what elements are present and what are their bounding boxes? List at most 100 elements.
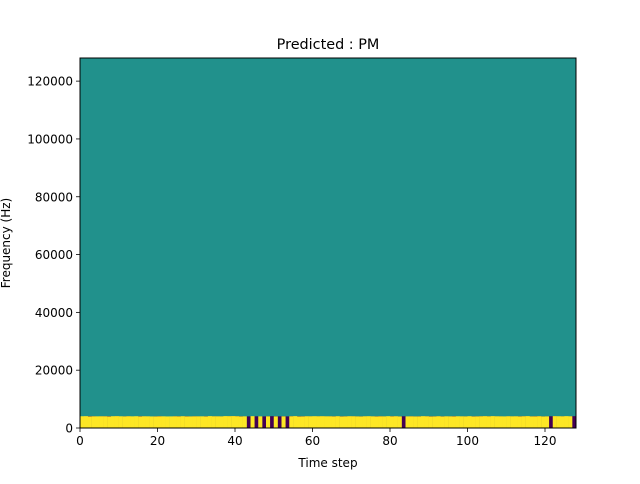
heatmap-cell-high (122, 416, 127, 429)
heatmap-cell-high (517, 416, 522, 429)
plot-area (80, 58, 576, 428)
heatmap-cell-high (188, 416, 193, 429)
chart-title: Predicted : PM (277, 37, 380, 53)
heatmap-cell-high (452, 416, 457, 429)
heatmap-cell-high (126, 416, 131, 428)
heatmap-cell-low (401, 416, 406, 429)
heatmap-cell-high (238, 416, 243, 429)
heatmap-cell-low (548, 416, 553, 429)
heatmap-cell-high (448, 416, 453, 429)
heatmap-cell-high (145, 416, 150, 429)
heatmap-cell-high (436, 416, 441, 428)
x-tick-label: 20 (150, 434, 165, 448)
heatmap-cell-high (300, 416, 305, 429)
heatmap-cell-high (118, 416, 123, 429)
x-tick-label: 60 (305, 434, 320, 448)
heatmap-cell-high (506, 416, 511, 428)
heatmap-cell-low (254, 416, 259, 429)
heatmap-cell-high (235, 416, 240, 428)
heatmap-cell-high (382, 416, 387, 429)
heatmap-cell-high (374, 416, 379, 429)
heatmap-cell-high (308, 416, 313, 429)
y-tick-label: 120000 (27, 75, 73, 89)
y-axis: 0 20000 40000 60000 80000 100000 120000 (27, 75, 80, 436)
heatmap-cell-high (362, 416, 367, 429)
heatmap-cell-high (227, 416, 232, 428)
heatmap-cell-high (463, 416, 468, 429)
heatmap-cell-high (471, 416, 476, 429)
heatmap-cell-high (413, 416, 418, 429)
heatmap-cell-high (432, 416, 437, 429)
x-tick-label: 100 (456, 434, 479, 448)
heatmap-cell-high (359, 416, 364, 429)
heatmap-cell-high (207, 416, 212, 428)
heatmap-cell-high (87, 416, 92, 429)
x-axis: 0 20 40 60 80 100 120 (76, 428, 556, 448)
heatmap-cell-high (455, 416, 460, 429)
heatmap-cell-high (428, 416, 433, 429)
heatmap-cell-high (204, 416, 209, 429)
heatmap-cell-high (161, 416, 166, 429)
heatmap-cell-high (281, 416, 286, 429)
heatmap-cell-high (405, 416, 410, 429)
heatmap-cell-high (409, 416, 414, 429)
heatmap-cell-high (111, 416, 116, 428)
heatmap-cell-high (324, 416, 329, 429)
heatmap-cell-high (211, 416, 216, 429)
heatmap-cell-high (176, 416, 181, 429)
heatmap-cell-high (250, 416, 255, 428)
heatmap-cell-high (149, 416, 154, 429)
heatmap-cell-high (424, 416, 429, 428)
heatmap-cell-high (103, 416, 108, 429)
heatmap-cell-high (293, 416, 298, 428)
heatmap-cell-high (173, 416, 178, 429)
x-axis-label: Time step (297, 456, 357, 470)
heatmap-cell-low (285, 416, 290, 429)
x-tick-label: 80 (382, 434, 397, 448)
heatmap-cell-high (370, 416, 375, 429)
heatmap-cell-high (568, 416, 573, 429)
heatmap-cell-high (95, 416, 100, 429)
heatmap-cells (80, 416, 577, 429)
heatmap-cell-high (134, 416, 139, 428)
heatmap-cell-high (223, 416, 228, 428)
heatmap-cell-low (246, 416, 251, 429)
x-tick-label: 40 (227, 434, 242, 448)
heatmap-cell-high (378, 416, 383, 429)
heatmap-cell-high (192, 416, 197, 429)
heatmap-cell-high (180, 416, 185, 428)
heatmap-cell-high (529, 416, 534, 429)
heatmap-cell-high (479, 416, 484, 428)
heatmap-cell-high (297, 416, 302, 429)
heatmap-cell-high (533, 416, 538, 429)
heatmap-cell-high (200, 416, 205, 429)
heatmap-cell-high (390, 416, 395, 429)
heatmap-cell-high (440, 416, 445, 429)
heatmap-cell-high (444, 416, 449, 429)
heatmap-cell-high (266, 416, 271, 429)
heatmap-cell-high (393, 416, 398, 428)
heatmap-cell-high (521, 416, 526, 428)
heatmap-cell-high (107, 416, 112, 429)
heatmap-cell-high (99, 416, 104, 428)
heatmap-cell-high (525, 416, 530, 428)
heatmap-cell-high (273, 416, 278, 429)
heatmap-cell-high (184, 416, 189, 429)
heatmap-cell-high (258, 416, 263, 429)
heatmap-cell-high (552, 416, 557, 428)
heatmap-cell-high (502, 416, 507, 429)
heatmap-cell-high (467, 416, 472, 428)
heatmap-cell-high (196, 416, 201, 429)
heatmap-cell-high (490, 416, 495, 428)
heatmap-cell-high (242, 416, 247, 429)
heatmap-cell-high (386, 416, 391, 428)
heatmap-cell-low (572, 416, 577, 428)
heatmap-cell-high (231, 416, 236, 428)
heatmap-cell-high (331, 416, 336, 429)
heatmap-cell-high (564, 416, 569, 428)
heatmap-cell-high (498, 416, 503, 429)
y-tick-label: 60000 (35, 248, 73, 262)
heatmap-cell-high (421, 416, 426, 428)
heatmap-cell-high (320, 416, 325, 429)
heatmap-cell-high (328, 416, 333, 429)
